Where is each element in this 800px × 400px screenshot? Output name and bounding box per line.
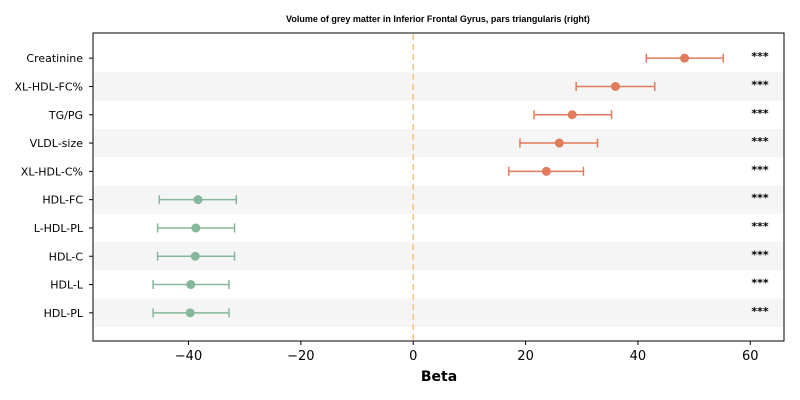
y-tick-label: HDL-L xyxy=(50,279,84,292)
x-tick-label: −20 xyxy=(287,349,314,364)
row-band xyxy=(93,72,784,101)
y-tick-label: HDL-C xyxy=(49,250,84,263)
y-tick-label: L-HDL-PL xyxy=(34,222,84,235)
point-estimate xyxy=(186,280,196,290)
estimate-row xyxy=(575,81,656,91)
y-tick-label: VLDL-size xyxy=(30,137,84,150)
significance-label: *** xyxy=(751,305,769,318)
y-tick-label: Creatinine xyxy=(26,52,83,65)
point-estimate xyxy=(680,53,690,63)
significance-label: *** xyxy=(751,78,769,91)
y-tick-label: XL-HDL-C% xyxy=(21,165,83,178)
estimate-row xyxy=(152,308,230,318)
x-tick-label: −40 xyxy=(175,349,202,364)
y-tick-label: HDL-PL xyxy=(44,307,84,320)
significance-label: *** xyxy=(751,163,769,176)
x-axis: −40 −20 0 20 40 60 xyxy=(175,341,759,364)
x-tick-label: 40 xyxy=(630,349,647,364)
significance-label: *** xyxy=(751,135,769,148)
x-tick-label: 0 xyxy=(409,349,417,364)
significance-label: *** xyxy=(751,50,769,63)
estimate-row xyxy=(519,138,599,148)
significance-label: *** xyxy=(751,107,769,120)
point-estimate xyxy=(193,195,203,205)
significance-label: *** xyxy=(751,220,769,233)
point-estimate xyxy=(567,110,577,120)
x-tick-label: 20 xyxy=(517,349,534,364)
point-estimate xyxy=(190,251,200,261)
y-tick-label: XL-HDL-FC% xyxy=(14,80,83,93)
estimate-row xyxy=(156,223,236,233)
estimate-row xyxy=(152,280,230,290)
x-axis-label: Beta xyxy=(421,369,457,385)
significance-label: *** xyxy=(751,192,769,205)
data-marks xyxy=(152,53,725,318)
point-estimate xyxy=(185,308,195,318)
estimate-row xyxy=(645,53,725,63)
point-estimate xyxy=(191,223,201,233)
point-estimate xyxy=(610,81,620,91)
x-tick-label: 60 xyxy=(742,349,759,364)
estimate-row xyxy=(158,195,238,205)
y-tick-label: HDL-FC xyxy=(42,194,83,207)
estimate-row xyxy=(156,251,236,261)
y-axis-labels: Creatinine XL-HDL-FC% TG/PG VLDL-size XL-HDL… xyxy=(14,52,93,320)
y-tick-label: TG/PG xyxy=(48,109,83,122)
point-estimate xyxy=(541,166,551,176)
estimate-row xyxy=(507,166,585,176)
chart-title: Volume of grey matter in Inferior Fronta… xyxy=(286,14,590,24)
estimate-row xyxy=(533,110,613,120)
plot-frame xyxy=(92,32,785,342)
significance-labels: *** *** *** *** *** *** *** *** *** *** xyxy=(751,50,769,318)
point-estimate xyxy=(554,138,564,148)
significance-label: *** xyxy=(751,277,769,290)
significance-label: *** xyxy=(751,248,769,261)
row-band xyxy=(93,128,784,158)
